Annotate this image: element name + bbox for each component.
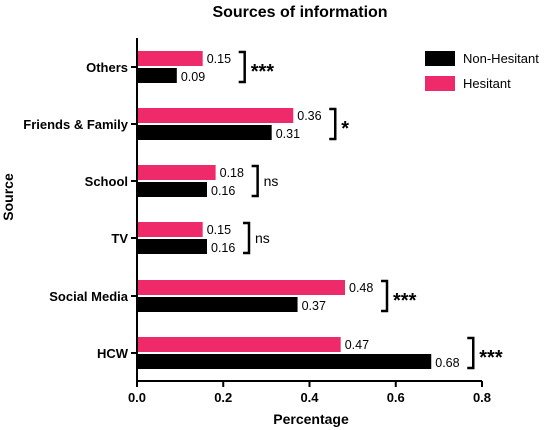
y-axis-title: Source (0, 173, 16, 221)
category-label: Social Media (49, 289, 129, 304)
category-label: TV (111, 231, 128, 246)
bar-hesitant (138, 108, 294, 123)
value-label-non-hesitant: 0.16 (211, 241, 235, 255)
significance-label: *** (393, 290, 417, 312)
bar-hesitant (138, 222, 203, 237)
x-tick-label: 0.4 (300, 390, 319, 405)
value-label-hesitant: 0.15 (207, 52, 231, 66)
bar-non-hesitant (138, 354, 432, 369)
significance-bracket (238, 50, 246, 84)
significance-bracket (329, 107, 337, 141)
value-label-non-hesitant: 0.37 (302, 299, 326, 313)
significance-label: ns (255, 230, 270, 246)
bar-non-hesitant (138, 68, 177, 83)
bar-non-hesitant (138, 125, 272, 140)
category-label: HCW (97, 346, 129, 361)
bar-hesitant (138, 280, 345, 295)
legend-label: Hesitant (463, 76, 511, 91)
x-axis-title: Percentage (273, 411, 349, 427)
x-tick-label: 0.0 (128, 390, 146, 405)
legend-swatch (425, 76, 455, 91)
value-label-hesitant: 0.36 (297, 109, 321, 123)
value-label-hesitant: 0.48 (349, 281, 373, 295)
bar-hesitant (138, 51, 203, 66)
legend-swatch (425, 51, 455, 66)
value-label-non-hesitant: 0.16 (211, 184, 235, 198)
value-label-non-hesitant: 0.31 (276, 127, 300, 141)
bar-non-hesitant (138, 297, 298, 312)
x-tick-label: 0.8 (473, 390, 491, 405)
x-tick-label: 0.2 (214, 390, 232, 405)
value-label-hesitant: 0.15 (207, 223, 231, 237)
value-label-non-hesitant: 0.68 (435, 356, 459, 370)
significance-label: *** (479, 347, 503, 369)
category-label: Others (86, 60, 128, 75)
bar-non-hesitant (138, 182, 207, 197)
category-label: School (85, 174, 128, 189)
legend: Non-Hesitant Hesitant (425, 51, 539, 91)
bar-hesitant (138, 337, 341, 352)
significance-bracket (467, 336, 475, 370)
significance-bracket (243, 221, 251, 255)
significance-bracket (251, 164, 259, 198)
chart-title: Sources of information (212, 4, 387, 21)
x-tick-label: 0.6 (387, 390, 405, 405)
significance-label: * (341, 118, 349, 140)
significance-label: ns (264, 173, 279, 189)
value-label-hesitant: 0.18 (220, 166, 244, 180)
legend-label: Non-Hesitant (463, 51, 539, 66)
significance-bracket (381, 279, 389, 313)
value-label-hesitant: 0.47 (345, 338, 369, 352)
category-label: Friends & Family (23, 117, 129, 132)
bar-hesitant (138, 165, 216, 180)
value-label-non-hesitant: 0.09 (181, 70, 205, 84)
bar-non-hesitant (138, 239, 207, 254)
significance-label: *** (251, 61, 275, 83)
